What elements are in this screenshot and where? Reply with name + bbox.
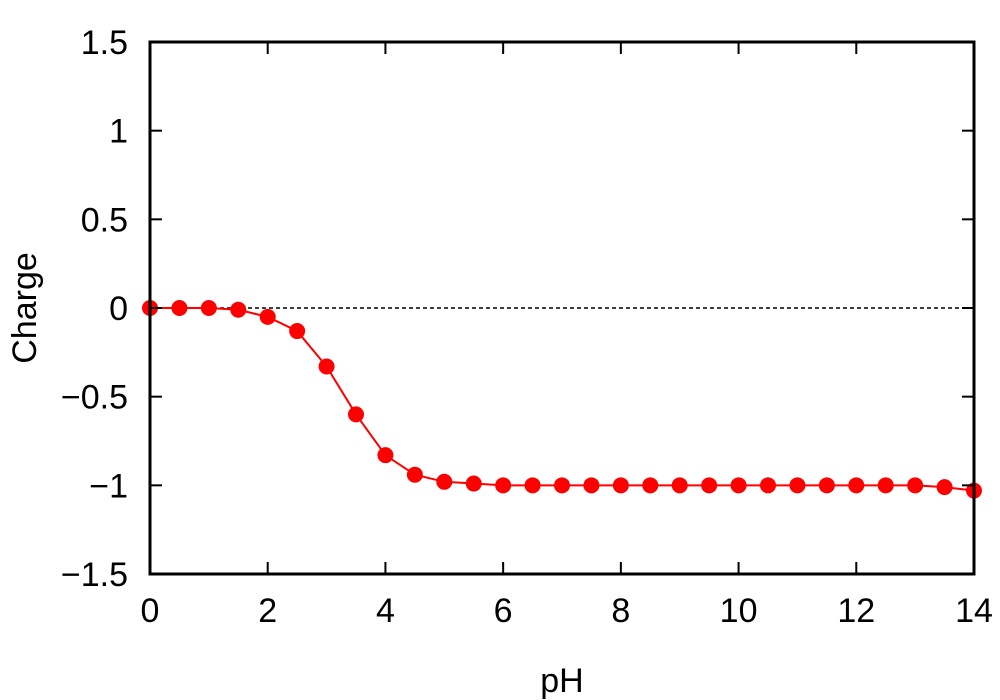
x-tick-label: 0	[141, 592, 160, 630]
series-layer	[142, 300, 982, 499]
data-point	[789, 477, 806, 494]
y-tick-label: −1.5	[61, 556, 128, 594]
data-point	[200, 300, 217, 316]
data-point	[259, 308, 276, 325]
data-point	[230, 301, 247, 318]
x-tick-label: 10	[720, 592, 758, 630]
data-point	[612, 477, 629, 494]
data-point	[583, 477, 600, 494]
data-point	[348, 406, 364, 423]
data-point	[171, 300, 188, 316]
data-point	[848, 477, 865, 494]
tick-labels-layer: 0 2 4 6 8 10 12 14 1.5 1 0.5 0 −0.5 −1 −1.5	[61, 24, 993, 630]
x-tick-label: 14	[955, 592, 993, 630]
data-point	[730, 477, 747, 494]
x-tick-label: 6	[494, 592, 513, 630]
data-point	[701, 477, 718, 494]
y-tick-label: 1	[109, 113, 128, 151]
data-point	[760, 477, 776, 494]
x-tick-label: 4	[376, 592, 395, 630]
y-tick-label: 0.5	[81, 201, 128, 239]
data-point	[554, 477, 570, 494]
y-tick-label: −1	[89, 467, 128, 505]
data-point	[936, 479, 953, 496]
data-point	[377, 447, 394, 464]
data-point	[671, 477, 688, 494]
data-point	[289, 323, 306, 340]
data-point	[642, 477, 659, 494]
y-axis-label: Charge	[6, 252, 44, 364]
ticks-layer	[149, 41, 975, 575]
data-point	[907, 477, 924, 494]
x-axis-label: pH	[540, 662, 583, 700]
data-point	[406, 466, 423, 483]
y-tick-label: 1.5	[81, 24, 128, 62]
x-tick-label: 8	[611, 592, 630, 630]
data-point	[495, 477, 512, 494]
data-point	[524, 477, 541, 494]
y-tick-label: −0.5	[61, 379, 128, 417]
y-tick-label: 0	[109, 290, 128, 328]
data-point	[318, 358, 335, 375]
data-point	[818, 477, 835, 494]
x-tick-label: 12	[837, 592, 875, 630]
series-line	[150, 307, 975, 492]
data-point	[436, 473, 453, 490]
data-point	[465, 475, 482, 492]
x-tick-label: 2	[258, 592, 277, 630]
data-point	[877, 477, 894, 494]
